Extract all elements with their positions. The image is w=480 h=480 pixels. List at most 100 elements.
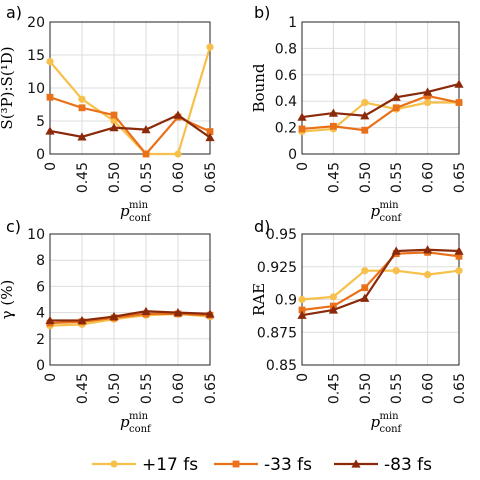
y-tick-label: 0 — [36, 147, 45, 163]
data-point — [361, 284, 369, 292]
y-tick-label: 0.925 — [257, 260, 297, 276]
panel-d: d) 0.85 0.875 0.9 0.925 0.95 0 0.45 0.50 0.55 0.60… — [250, 217, 468, 435]
x-tick-label: 0.60 — [421, 373, 437, 404]
data-point — [298, 306, 306, 314]
data-point — [78, 95, 86, 103]
series-33fs — [298, 92, 463, 134]
data-point — [297, 112, 307, 121]
data-point — [391, 92, 401, 101]
data-point — [141, 306, 151, 315]
x-tick-label: 0.60 — [421, 162, 437, 193]
panel-label: a) — [6, 3, 22, 22]
legend-item: -33 fs — [214, 455, 312, 475]
data-point — [298, 295, 306, 304]
data-point — [142, 150, 150, 158]
legend-marker — [232, 460, 240, 468]
y-axis-label: γ (%) — [0, 280, 16, 320]
data-point — [77, 132, 87, 141]
x-axis-label-sup: min — [129, 200, 149, 211]
panel-label: b) — [254, 3, 270, 22]
x-axis-label-sub: conf — [129, 424, 152, 435]
x-tick-label: 0.55 — [139, 373, 155, 404]
x-tick-label: 0.60 — [171, 373, 187, 404]
series-line — [49, 312, 211, 325]
legend-item: +17 fs — [92, 455, 198, 475]
panel-a: a) 0 5 10 15 20 0 0.45 0.50 0.55 0.60 0.65 S(³P):S(¹… — [0, 3, 219, 224]
data-point — [297, 310, 307, 319]
y-tick-label: 2 — [36, 332, 45, 348]
series-line — [301, 251, 460, 312]
data-point — [141, 124, 151, 134]
data-point — [110, 117, 118, 125]
data-point — [173, 110, 183, 119]
series-line — [49, 113, 211, 139]
x-axis-label: p — [371, 202, 381, 220]
y-axis-label: RAE — [250, 283, 268, 316]
data-point — [78, 104, 86, 112]
axes-frame — [301, 21, 460, 155]
data-point — [392, 267, 400, 275]
x-axis-label-sup: min — [129, 411, 149, 422]
data-point — [328, 305, 338, 314]
y-tick-label: 0.95 — [266, 227, 297, 243]
x-tick-label: 0.45 — [326, 373, 342, 404]
x-tick-label: 0.50 — [107, 162, 123, 193]
y-tick-label: 1 — [288, 15, 297, 31]
series-83fs — [297, 245, 464, 319]
data-point — [206, 43, 214, 51]
y-tick-label: 6 — [36, 279, 45, 295]
x-tick-label: 0.45 — [326, 162, 342, 193]
legend-marker — [351, 459, 361, 468]
data-point — [205, 132, 215, 142]
data-point — [454, 79, 464, 88]
x-tick-label: 0.60 — [171, 162, 187, 193]
x-tick-label: 0.45 — [75, 162, 91, 193]
data-point — [46, 58, 54, 66]
data-point — [455, 267, 463, 275]
legend: +17 fs -33 fs -83 fs — [92, 455, 432, 475]
x-tick-label: 0.55 — [389, 373, 405, 404]
x-axis-label-sub: conf — [380, 213, 403, 224]
x-axis-label-sub: conf — [380, 424, 403, 435]
panel-label: d) — [254, 217, 270, 236]
y-tick-label: 10 — [27, 81, 45, 97]
data-point — [206, 128, 214, 135]
y-tick-label: 8 — [36, 253, 45, 269]
data-point — [423, 245, 433, 254]
y-axis-label: Bound — [250, 63, 268, 112]
x-tick-label: 0 — [295, 373, 311, 382]
x-tick-label: 0 — [43, 162, 59, 171]
y-tick-label: 0 — [288, 147, 297, 163]
x-tick-label: 0.50 — [358, 373, 374, 404]
series-83fs — [45, 110, 215, 142]
series-33fs — [298, 248, 463, 314]
x-tick-label: 0.65 — [203, 373, 219, 404]
legend-label: -83 fs — [384, 455, 432, 475]
y-tick-label: 10 — [27, 227, 45, 243]
series-line — [50, 310, 211, 322]
data-point — [361, 267, 369, 275]
x-axis-label: p — [371, 413, 381, 431]
x-tick-label: 0.55 — [139, 162, 155, 193]
series-line — [49, 46, 212, 156]
data-point — [45, 126, 55, 135]
x-tick-label: 0.65 — [452, 162, 468, 193]
data-point — [424, 92, 431, 100]
x-tick-label: 0.50 — [107, 373, 123, 404]
data-point — [454, 246, 464, 255]
data-point — [391, 246, 401, 255]
series-33fs — [46, 93, 214, 158]
y-tick-label: 4 — [36, 306, 45, 322]
data-point — [455, 252, 463, 260]
x-tick-label: 0.65 — [452, 373, 468, 404]
data-point — [45, 315, 55, 325]
x-tick-label: 0.65 — [203, 162, 219, 193]
x-axis-label-sup: min — [380, 200, 400, 211]
series-line — [301, 94, 460, 132]
data-point — [455, 99, 463, 106]
legend-item: -83 fs — [334, 455, 432, 475]
data-point — [424, 98, 432, 107]
x-tick-label: 0 — [43, 373, 59, 382]
data-point — [361, 98, 369, 107]
data-point — [423, 87, 433, 96]
